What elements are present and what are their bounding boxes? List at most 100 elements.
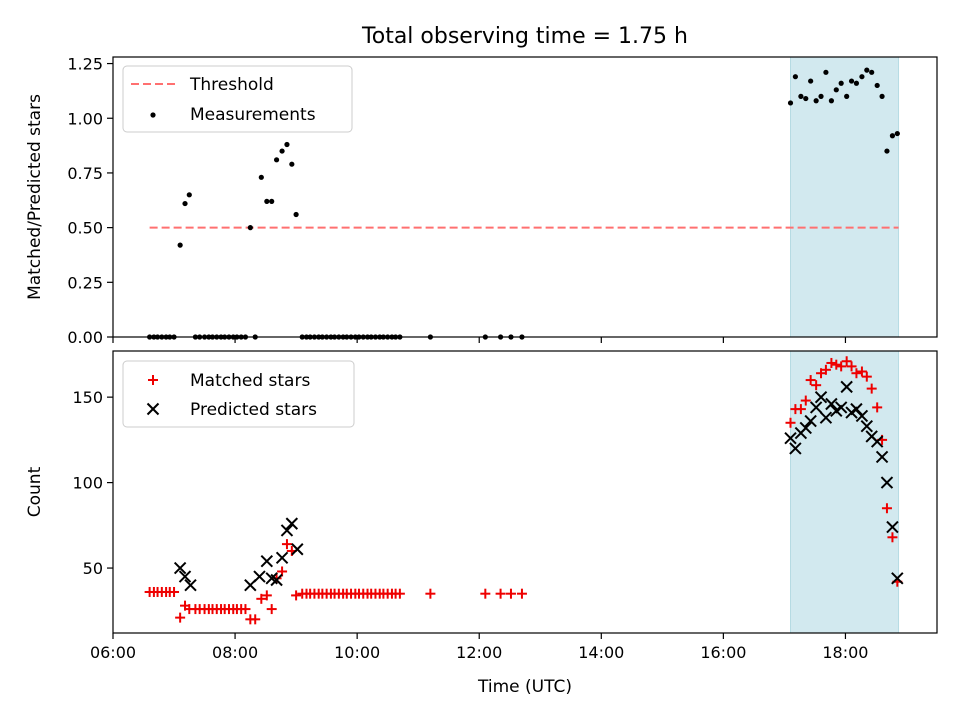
y-tick-label: 150 <box>72 388 103 407</box>
measurement-point <box>273 157 280 163</box>
x-b <box>270 573 283 587</box>
measurement-point <box>874 82 880 89</box>
legend-top: Threshold Measurements <box>122 65 353 133</box>
x-tick-label: 16:00 <box>700 643 746 662</box>
legend-predicted-label: Predicted stars <box>190 400 317 420</box>
x-b <box>280 524 294 537</box>
x-b <box>789 442 802 455</box>
matched-star-point <box>872 402 883 413</box>
matched-star-point <box>841 356 852 367</box>
legend-measurement-label: Measurements <box>190 105 316 125</box>
predicted-star-point <box>840 380 853 394</box>
x-b <box>146 402 160 416</box>
x-axis-ticks-bottom: 06:00 08:00 10:00 12:00 14:00 16:00 18:00 <box>90 633 868 662</box>
predicted-star-point <box>875 450 889 464</box>
x-b <box>880 476 894 489</box>
matched-star-point <box>505 588 516 599</box>
legend-box <box>122 360 355 428</box>
predicted-star-point <box>819 411 833 424</box>
matched-star-point <box>516 588 527 599</box>
legend-predicted-swatch <box>146 402 160 416</box>
y-axis-ticks-bottom: 50 100 150 <box>72 388 113 578</box>
axes-frame-top <box>112 56 938 338</box>
matched-star-point <box>811 380 822 391</box>
predicted-star-point <box>891 572 904 585</box>
x-tick-label: 08:00 <box>212 643 258 662</box>
matched-star-point <box>881 503 892 514</box>
predicted-star-point <box>178 570 192 583</box>
predicted-star-point <box>270 573 283 587</box>
y-axis-ticks-top: 0.00 0.25 0.50 0.75 1.00 1.25 <box>67 55 113 347</box>
matched-star-point <box>866 383 877 394</box>
measurement-point <box>803 95 809 102</box>
legend-threshold-label: Threshold <box>189 75 274 95</box>
predicted-star-point <box>870 435 884 448</box>
x-b <box>178 570 192 583</box>
predicted-star-point <box>260 555 274 568</box>
matched-star-point <box>271 573 282 584</box>
predicted-star-point <box>253 570 266 583</box>
legend-measurement-swatch <box>150 112 156 118</box>
matched-star-point <box>795 404 806 415</box>
highlight-span-top <box>790 56 900 338</box>
measurement-point <box>182 200 188 207</box>
predicted-star-point <box>809 401 823 414</box>
x-b <box>173 561 187 575</box>
predicted-star-point <box>789 442 802 455</box>
x-b <box>799 421 812 435</box>
predicted-star-point <box>804 414 817 428</box>
measurement-point <box>838 80 844 86</box>
matched-star-point <box>826 357 837 368</box>
x-b <box>291 543 304 556</box>
measurement-point <box>859 74 865 80</box>
x-tick-label: 18:00 <box>822 643 868 662</box>
predicted-star-point <box>834 401 848 414</box>
measurement-point <box>844 93 850 99</box>
matched-star-point <box>175 612 186 623</box>
matched-star-point <box>836 361 847 372</box>
x-b <box>809 401 823 414</box>
measurement-point <box>264 198 270 204</box>
legend-bottom: Matched stars Predicted stars <box>122 360 355 428</box>
predicted-star-point <box>291 543 304 556</box>
x-b <box>834 401 848 414</box>
matched-star-point <box>851 368 862 379</box>
measurement-point <box>823 69 829 75</box>
matched-star-point <box>281 539 292 550</box>
measurement-point <box>186 192 192 198</box>
measurement-point <box>879 93 885 99</box>
x-b <box>840 380 853 394</box>
x-b <box>875 450 889 464</box>
predicted-star-point <box>275 551 289 565</box>
measurement-point <box>808 78 814 84</box>
matched-star-point <box>169 586 180 597</box>
predicted-star-point <box>825 397 838 411</box>
x-b <box>825 397 838 411</box>
x-b <box>819 411 833 424</box>
y-tick-label: 1.25 <box>67 55 103 74</box>
measurement-point <box>833 87 839 93</box>
legend-box <box>122 65 353 133</box>
measurement-point <box>258 174 264 180</box>
measurement-point <box>848 78 855 84</box>
matched-star-point <box>261 590 272 601</box>
matched-star-point <box>820 364 831 375</box>
matched-star-point <box>785 417 796 428</box>
x-b <box>870 435 884 448</box>
matched-star-point <box>800 395 811 406</box>
x-tick-label: 14:00 <box>578 643 624 662</box>
measurement-point <box>894 130 900 137</box>
matched-star-point <box>394 588 405 599</box>
matched-star-point <box>480 588 491 599</box>
predicted-star-point <box>880 476 894 489</box>
count-points <box>144 356 904 625</box>
measurement-point <box>284 141 290 148</box>
y-tick-label: 100 <box>72 474 103 493</box>
y-axis-label-bottom: Count <box>25 466 45 517</box>
y-tick-label: 0.00 <box>67 328 103 347</box>
measurement-point <box>853 80 860 86</box>
x-tick-label: 10:00 <box>334 643 380 662</box>
x-b <box>855 409 869 423</box>
x-b <box>285 517 299 530</box>
